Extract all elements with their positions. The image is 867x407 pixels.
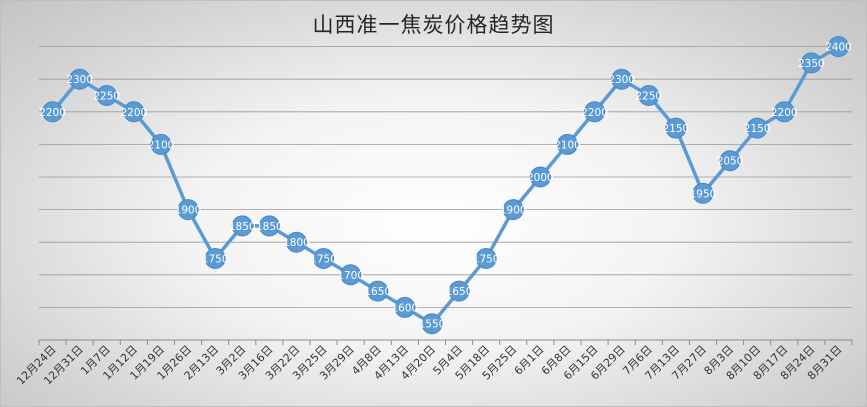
data-point (258, 215, 280, 237)
data-label: 1800 (283, 237, 310, 249)
data-label: 2000 (527, 172, 554, 184)
data-point (313, 248, 335, 269)
data-label: 2100 (148, 139, 175, 151)
x-axis-ticks (38, 340, 853, 345)
data-point (827, 36, 849, 58)
data-label: 1550 (419, 319, 446, 331)
data-label: 1900 (175, 205, 202, 217)
data-point (204, 248, 226, 269)
data-label: 2050 (717, 156, 744, 168)
data-point (692, 182, 714, 204)
data-label: 1900 (500, 205, 527, 217)
data-point (638, 85, 660, 106)
data-point (719, 150, 741, 172)
data-point (556, 133, 578, 155)
data-label: 1750 (202, 254, 229, 266)
data-point (340, 264, 362, 286)
data-point (231, 215, 253, 237)
data-label: 2300 (66, 74, 93, 86)
data-point (285, 231, 307, 253)
x-axis-labels: 12月24日12月31日1月7日1月12日1月19日1月26日2月13日3月2日… (14, 343, 844, 388)
data-point (502, 199, 524, 221)
data-label: 1650 (364, 286, 391, 298)
data-label: 1750 (310, 254, 337, 266)
data-point (69, 68, 91, 90)
series-markers (42, 36, 849, 335)
series-line (51, 45, 840, 326)
data-point (42, 101, 64, 123)
data-point (448, 280, 470, 302)
data-label: 1850 (229, 221, 256, 233)
data-point (367, 280, 389, 302)
data-label: 2200 (120, 107, 147, 119)
data-label: 2250 (93, 91, 120, 103)
data-point (475, 248, 497, 269)
data-label: 2150 (744, 123, 771, 135)
data-label: 1750 (473, 254, 500, 266)
data-label: 2200 (581, 107, 608, 119)
data-point (773, 101, 795, 123)
data-point (177, 199, 199, 221)
data-label: 1950 (690, 188, 717, 200)
data-label: 2350 (798, 58, 825, 70)
data-label: 2100 (554, 139, 581, 151)
data-point (800, 52, 822, 74)
data-label: 2400 (825, 42, 852, 54)
gridlines (39, 46, 852, 308)
data-label: 1700 (337, 270, 364, 282)
data-label: 1600 (391, 302, 418, 314)
data-label: 2200 (39, 107, 66, 119)
chart-title: 山西准一焦炭价格趋势图 (312, 13, 555, 37)
data-point (421, 313, 443, 335)
data-label: 1850 (256, 221, 283, 233)
data-point (746, 117, 768, 139)
data-point (529, 166, 551, 188)
data-point (584, 101, 606, 123)
data-label: 1650 (446, 286, 473, 298)
data-label: 2300 (608, 74, 635, 86)
x-tick-label: 6月1日 (512, 343, 547, 378)
data-point (394, 296, 416, 318)
data-point (665, 117, 687, 139)
data-point (96, 85, 118, 106)
data-label: 2150 (662, 123, 689, 135)
data-label: 2200 (771, 107, 798, 119)
data-point (123, 101, 145, 123)
data-point (150, 133, 172, 155)
data-point (611, 68, 633, 90)
data-label: 2250 (635, 91, 662, 103)
